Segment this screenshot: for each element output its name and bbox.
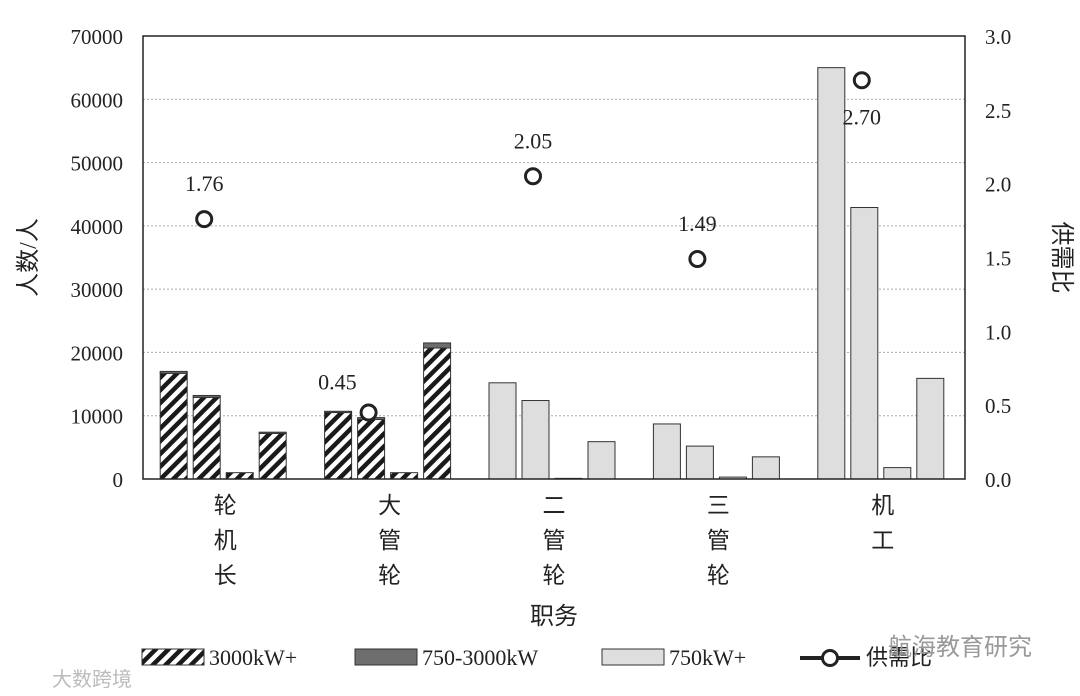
bar	[225, 472, 254, 480]
bar	[817, 67, 846, 480]
y2-tick-label: 3.0	[985, 25, 1011, 49]
y-tick-label: 40000	[71, 215, 124, 239]
y-axis-label: 人数/人	[15, 218, 42, 297]
legend-label: 3000kW+	[209, 645, 297, 670]
bar	[850, 207, 879, 480]
y-tick-label: 70000	[71, 25, 124, 49]
bar	[488, 382, 517, 480]
x-tick-label: 工	[871, 528, 894, 553]
bar	[423, 342, 452, 349]
bar	[324, 410, 353, 414]
bar	[258, 431, 287, 434]
y-tick-label: 50000	[71, 152, 124, 176]
ratio-data-label: 1.76	[185, 171, 224, 196]
y2-axis-label: 供需比	[1048, 222, 1075, 294]
bar	[587, 441, 616, 480]
watermark-right: 航海教育研究	[888, 633, 1032, 661]
bar	[751, 456, 780, 480]
x-tick-label: 长	[214, 563, 237, 588]
watermark: 大数跨境 航海教育研究	[52, 633, 1032, 691]
ratio-point	[688, 249, 707, 268]
ratio-point	[195, 210, 214, 229]
ratio-point	[359, 403, 378, 422]
legend-swatch	[354, 648, 418, 666]
x-tick-label: 三	[707, 493, 730, 518]
ratio-data-label: 1.49	[678, 211, 717, 236]
y2-tick-label: 0.0	[985, 468, 1011, 492]
x-tick-label: 机	[871, 493, 894, 518]
ratio-data-label: 2.70	[843, 104, 882, 129]
plot-frame	[142, 35, 966, 480]
x-tick-label: 机	[214, 528, 237, 553]
legend-swatch	[601, 648, 665, 666]
x-axis-label: 职务	[530, 603, 578, 630]
bar	[159, 372, 188, 480]
bar	[357, 419, 386, 480]
y2-tick-label: 2.0	[985, 173, 1011, 197]
bar	[390, 472, 419, 480]
x-tick-label: 管	[378, 528, 401, 553]
y-tick-label: 60000	[71, 88, 124, 112]
y2-tick-label: 1.5	[985, 247, 1011, 271]
y2-tick-label: 1.0	[985, 320, 1011, 344]
bar	[652, 423, 681, 480]
ratio-data-label: 0.45	[318, 370, 357, 395]
ratio-point	[524, 167, 542, 186]
x-tick-label: 轮	[378, 563, 401, 588]
legend-label: 750-3000kW	[422, 645, 538, 670]
bar	[324, 412, 353, 480]
legend-label: 供需比	[866, 645, 932, 670]
y2-tick-label: 0.5	[985, 394, 1011, 418]
y-tick-label: 0	[113, 468, 124, 492]
y2-tick-label: 2.5	[985, 99, 1011, 123]
legend-label: 750kW+	[669, 645, 746, 670]
y-tick-label: 10000	[71, 405, 124, 429]
bar	[423, 347, 452, 480]
bar	[258, 432, 287, 480]
ratio-data-label: 2.05	[514, 128, 553, 153]
x-tick-label: 管	[707, 528, 730, 553]
bar	[883, 467, 912, 480]
legend-marker	[821, 649, 839, 667]
bar	[192, 394, 221, 398]
legend: 3000kW+ 750-3000kW 750kW+ 供需比	[141, 645, 932, 670]
y-tick-label: 20000	[71, 341, 124, 365]
bar	[159, 370, 188, 374]
y-tick-label: 30000	[71, 278, 124, 302]
x-tick-label: 二	[543, 493, 566, 518]
watermark-left: 大数跨境	[52, 667, 132, 691]
bar	[521, 400, 550, 480]
x-tick-label: 大	[378, 493, 401, 518]
x-tick-label: 管	[543, 528, 566, 553]
bar	[192, 396, 221, 480]
x-tick-label: 轮	[543, 563, 566, 588]
x-tick-label: 轮	[707, 563, 730, 588]
x-tick-label: 轮	[214, 493, 237, 518]
ratio-point	[852, 71, 871, 90]
bar	[685, 445, 714, 480]
legend-swatch	[141, 648, 205, 666]
bar	[916, 377, 945, 480]
